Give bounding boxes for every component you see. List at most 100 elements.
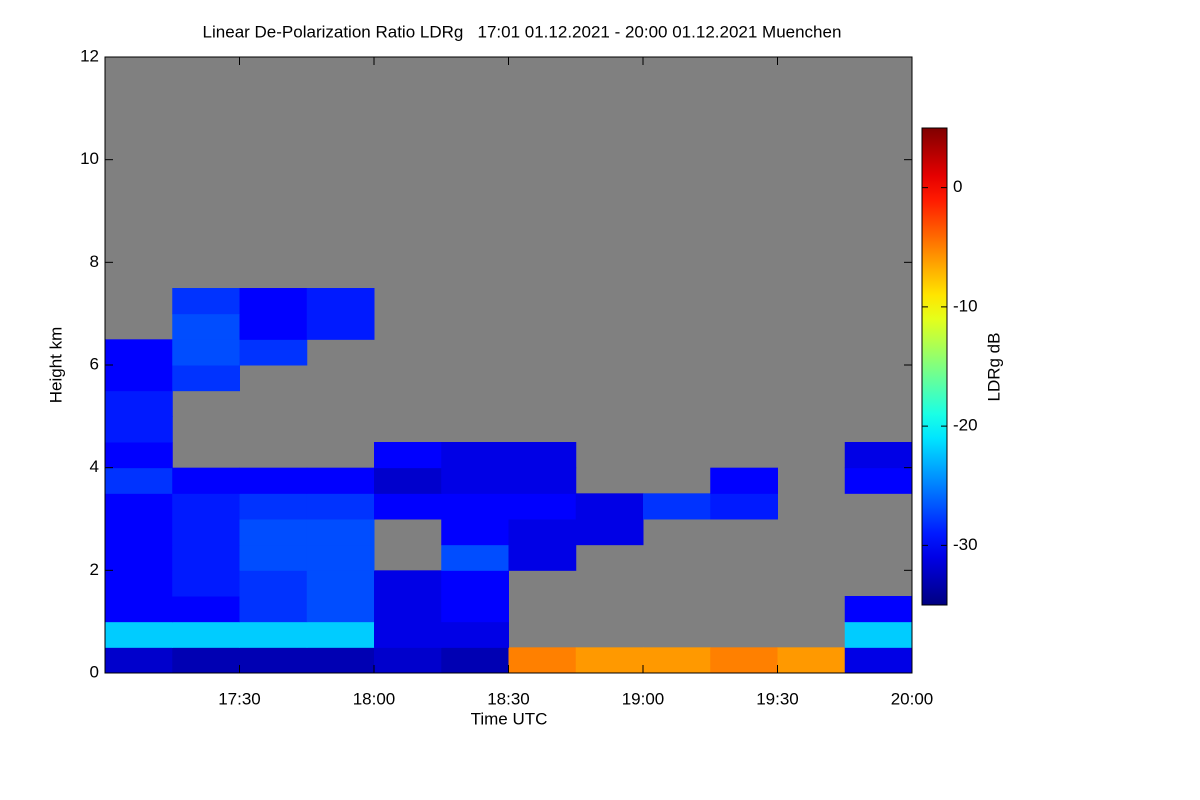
x-tick-label: 20:00 <box>891 689 934 708</box>
colorbar <box>921 127 948 606</box>
y-tick-label: 2 <box>90 560 99 579</box>
heatmap-cell <box>844 621 913 648</box>
heatmap-cell <box>508 519 577 546</box>
heatmap-cell <box>172 288 240 315</box>
heatmap-cell <box>105 416 173 443</box>
heatmap-cell <box>239 493 308 520</box>
heatmap-cell <box>105 467 173 494</box>
heatmap-cell <box>777 647 846 674</box>
heatmap-cell <box>441 544 509 571</box>
heatmap-cell <box>441 519 509 546</box>
heatmap-cell <box>239 544 308 571</box>
heatmap-cell <box>105 647 173 674</box>
heatmap-cell <box>239 596 308 623</box>
heatmap-cell <box>306 544 375 571</box>
x-tick-label: 17:30 <box>218 689 261 708</box>
heatmap-cell <box>374 493 442 520</box>
colorbar-tick-label: -30 <box>953 535 978 554</box>
y-tick-label: 4 <box>90 457 99 476</box>
heatmap-cell <box>441 621 509 648</box>
heatmap-cell <box>575 519 644 546</box>
heatmap-cell <box>306 493 375 520</box>
heatmap-cell <box>105 493 173 520</box>
heatmap-cell <box>643 647 711 674</box>
y-tick-label: 10 <box>80 149 99 168</box>
y-axis-label: Height km <box>46 327 65 404</box>
y-tick-label: 12 <box>80 46 99 65</box>
heatmap-cell <box>306 596 375 623</box>
x-tick-label: 19:30 <box>756 689 799 708</box>
heatmap-cell <box>105 390 173 417</box>
heatmap-cell <box>710 647 778 674</box>
heatmap-cell <box>172 621 240 648</box>
heatmap-cell <box>374 570 442 597</box>
heatmap-cell <box>105 519 173 546</box>
heatmap-cell <box>441 467 509 494</box>
heatmap-cell <box>575 493 644 520</box>
heatmap-cell <box>374 596 442 623</box>
heatmap-cell <box>239 467 308 494</box>
heatmap-cell <box>172 544 240 571</box>
heatmap-cell <box>239 570 308 597</box>
heatmap-cell <box>374 647 442 674</box>
heatmap-cell <box>844 647 913 674</box>
heatmap-cell <box>844 467 913 494</box>
heatmap-cell <box>239 313 308 340</box>
heatmap-cell <box>105 621 173 648</box>
heatmap-cell <box>105 544 173 571</box>
heatmap-cell <box>508 493 577 520</box>
heatmap-cell <box>508 467 577 494</box>
heatmap-cell <box>172 339 240 366</box>
colorbar-tick-label: 0 <box>953 177 962 196</box>
x-tick-label: 19:00 <box>622 689 665 708</box>
heatmap-cell <box>172 570 240 597</box>
heatmap-cell <box>306 467 375 494</box>
heatmap-cell <box>508 544 577 571</box>
heatmap-cell <box>306 519 375 546</box>
heatmap-cell <box>374 621 442 648</box>
heatmap-cell <box>239 339 308 366</box>
heatmap-cell <box>306 288 375 315</box>
heatmap-cell <box>508 647 577 674</box>
heatmap-cell <box>374 467 442 494</box>
heatmap-cell <box>105 339 173 366</box>
heatmap-cell <box>710 493 778 520</box>
heatmap-cell <box>643 493 711 520</box>
heatmap-cell <box>105 442 173 469</box>
heatmap-cell <box>441 647 509 674</box>
chart-title: Linear De-Polarization Ratio LDRg 17:01 … <box>203 22 842 41</box>
heatmap-cell <box>306 313 375 340</box>
heatmap-cell <box>172 596 240 623</box>
colorbar-tick-label: -10 <box>953 296 978 315</box>
heatmap-cell <box>306 621 375 648</box>
heatmap-cell <box>710 467 778 494</box>
heatmap-cell <box>441 596 509 623</box>
x-tick-label: 18:00 <box>353 689 396 708</box>
colorbar-label: LDRg dB <box>984 333 1003 402</box>
heatmap-cell <box>441 442 509 469</box>
heatmap-cell <box>441 493 509 520</box>
heatmap-cell <box>844 442 913 469</box>
heatmap-cell <box>306 570 375 597</box>
heatmap-cell <box>172 493 240 520</box>
heatmap-cell <box>172 519 240 546</box>
heatmap-cell <box>105 570 173 597</box>
heatmap-cell <box>239 647 308 674</box>
x-tick-label: 18:30 <box>487 689 530 708</box>
heatmap-cell <box>239 621 308 648</box>
y-tick-label: 8 <box>90 252 99 271</box>
heatmap-cell <box>441 570 509 597</box>
heatmap-cell <box>239 519 308 546</box>
x-axis-label: Time UTC <box>471 709 548 728</box>
heatmap-cell <box>508 442 577 469</box>
y-tick-label: 6 <box>90 354 99 373</box>
y-tick-label: 0 <box>90 662 99 681</box>
heatmap-cell <box>105 596 173 623</box>
heatmap-cell <box>172 467 240 494</box>
heatmap-cell <box>172 365 240 392</box>
heatmap-cell <box>239 288 308 315</box>
heatmap-cell <box>172 647 240 674</box>
colorbar-tick-label: -20 <box>953 416 978 435</box>
heatmap-cell <box>844 596 913 623</box>
